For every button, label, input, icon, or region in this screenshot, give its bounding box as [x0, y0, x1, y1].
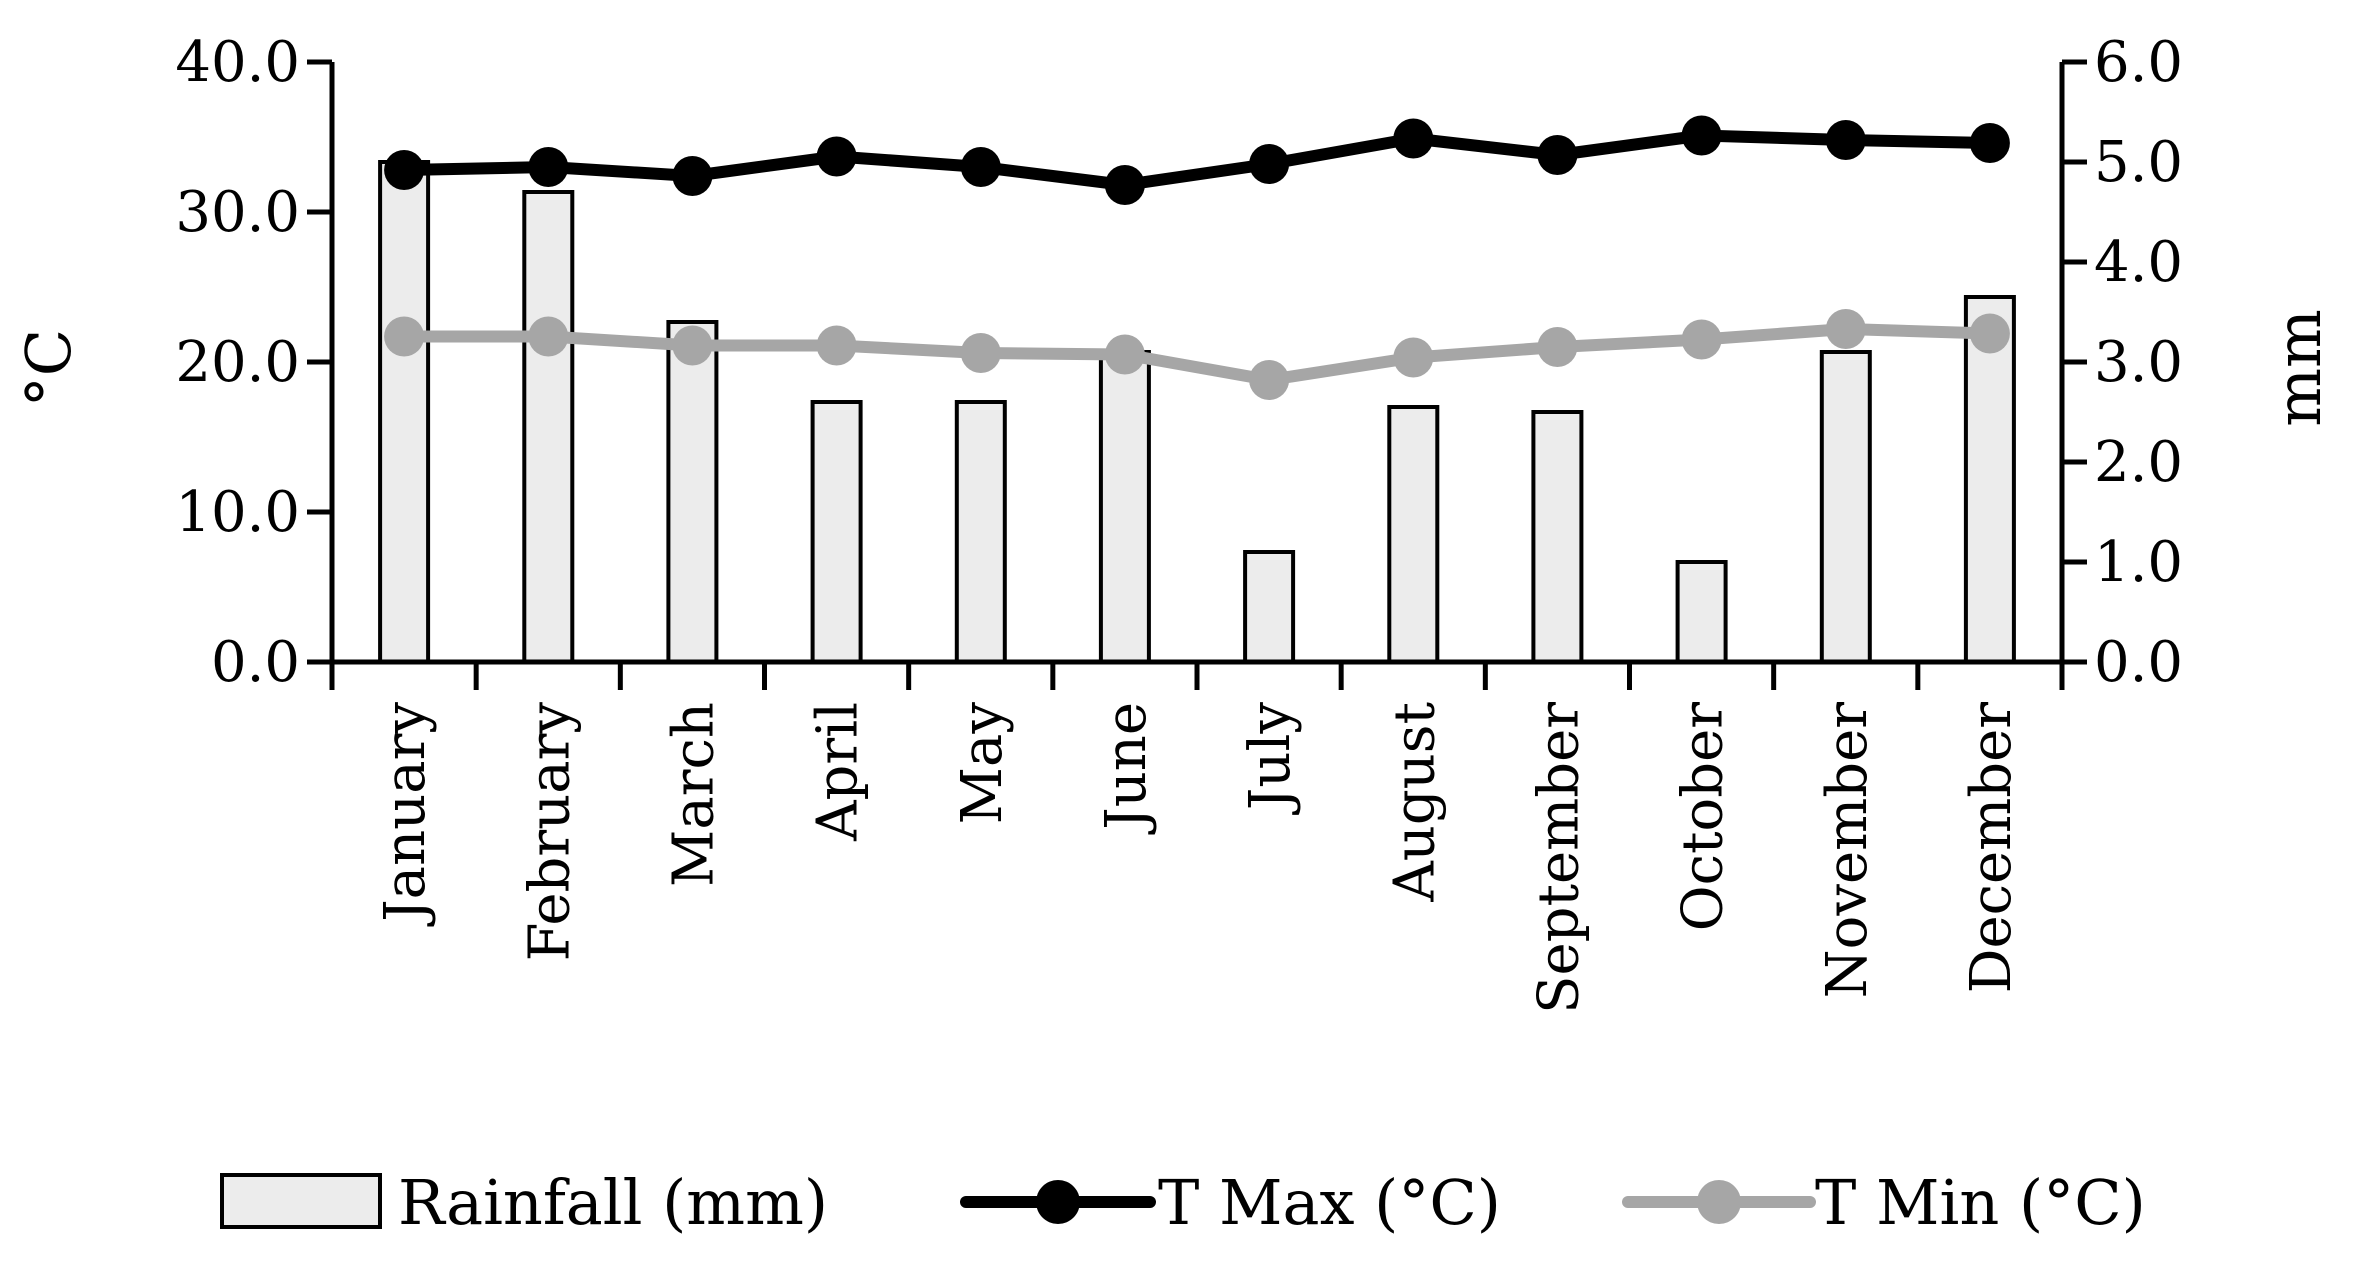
t-min-c-point-january — [384, 316, 425, 357]
right-tick-label-6-0: 6.0 — [2094, 30, 2183, 95]
t-max-c-point-march — [672, 156, 713, 196]
t-max-c-point-february — [528, 147, 569, 187]
left-tick-label-0-0: 0.0 — [211, 630, 300, 695]
t-max-c-point-january — [384, 150, 425, 190]
t-min-c-point-october — [1681, 319, 1722, 360]
t-min-c-point-december — [1969, 313, 2010, 354]
x-tick-label-april: April — [806, 702, 871, 842]
t-min-c-point-november — [1825, 309, 1866, 349]
plot-area — [378, 115, 2016, 664]
legend: Rainfall (mm) T Max (°C) T Min (°C) — [220, 1166, 2146, 1239]
t-min-c-point-april — [816, 325, 857, 366]
legend-label-rainfall-mm: Rainfall (mm) — [398, 1166, 828, 1239]
x-tick-label-march: March — [661, 702, 726, 887]
t-max-c-point-december — [1969, 123, 2010, 163]
t-max-c-point-june — [1104, 165, 1145, 205]
t-min-c-point-march — [672, 325, 713, 366]
t-min-c-point-august — [1393, 337, 1434, 378]
t-min-c-point-july — [1249, 360, 1290, 400]
left-tick-label-20-0: 20.0 — [175, 330, 300, 395]
rainfall-bar-november — [1819, 350, 1872, 664]
rainfall-bar-may — [954, 400, 1007, 664]
right-tick-label-4-0: 4.0 — [2094, 230, 2183, 295]
x-tick-label-august: August — [1382, 702, 1447, 903]
right-tick-label-3-0: 3.0 — [2094, 330, 2183, 395]
t-min-c-point-september — [1537, 327, 1578, 367]
rainfall-bar-july — [1243, 550, 1296, 664]
rainfall-bar-april — [810, 400, 863, 664]
rainfall-bar-march — [666, 320, 719, 664]
x-tick-label-july: July — [1238, 702, 1303, 815]
t-max-c-point-august — [1393, 118, 1434, 159]
rainfall-bar-october — [1675, 560, 1728, 664]
legend-label-t-min-c: T Min (°C) — [1815, 1166, 2146, 1239]
rainfall-bar-august — [1387, 405, 1440, 664]
left-axis-title: °C — [12, 329, 85, 407]
x-tick-label-june: June — [1094, 702, 1159, 835]
t-max-c-point-november — [1825, 120, 1866, 160]
right-axis-title: mm — [2262, 309, 2335, 427]
t-min-c-point-february — [528, 316, 569, 357]
axes: 0.0 10.0 20.0 30.0 40.0 0.0 1.0 2.0 3.0 4.0 5.0 6.0… — [12, 30, 2335, 1014]
left-tick-label-10-0: 10.0 — [175, 480, 300, 545]
legend-swatch-t-min-c-marker — [1697, 1180, 1741, 1224]
x-tick-label-november: November — [1815, 702, 1880, 999]
x-tick-label-september: September — [1526, 702, 1591, 1014]
rainfall-bar-june — [1098, 350, 1151, 664]
rainfall-bar-january — [378, 160, 431, 664]
rainfall-bar-september — [1531, 410, 1584, 664]
t-max-c-point-may — [960, 147, 1001, 187]
x-tick-label-october: October — [1671, 702, 1736, 931]
t-max-c-line — [398, 129, 1996, 191]
x-tick-label-may: May — [950, 702, 1015, 825]
left-tick-label-30-0: 30.0 — [175, 180, 300, 245]
left-tick-label-40-0: 40.0 — [175, 30, 300, 95]
right-tick-label-0-0: 0.0 — [2094, 630, 2183, 695]
t-max-c-point-april — [816, 136, 857, 177]
legend-swatch-rainfall-mm — [220, 1173, 382, 1229]
x-tick-label-february: February — [517, 702, 582, 962]
legend-swatch-t-max-c-marker — [1036, 1180, 1080, 1224]
t-max-c-point-july — [1249, 144, 1290, 184]
t-min-c-line — [398, 323, 1996, 386]
t-min-c-point-may — [960, 333, 1001, 373]
right-tick-label-1-0: 1.0 — [2094, 530, 2183, 595]
rainfall-bar-february — [522, 190, 575, 664]
x-tick-label-december: December — [1959, 702, 2024, 994]
legend-label-t-max-c: T Max (°C) — [1158, 1166, 1501, 1239]
t-max-c-point-september — [1537, 135, 1578, 175]
t-min-c-point-june — [1104, 334, 1145, 375]
x-tick-label-january: January — [373, 702, 438, 927]
right-tick-label-5-0: 5.0 — [2094, 130, 2183, 195]
right-tick-label-2-0: 2.0 — [2094, 430, 2183, 495]
t-max-c-point-october — [1681, 115, 1722, 156]
